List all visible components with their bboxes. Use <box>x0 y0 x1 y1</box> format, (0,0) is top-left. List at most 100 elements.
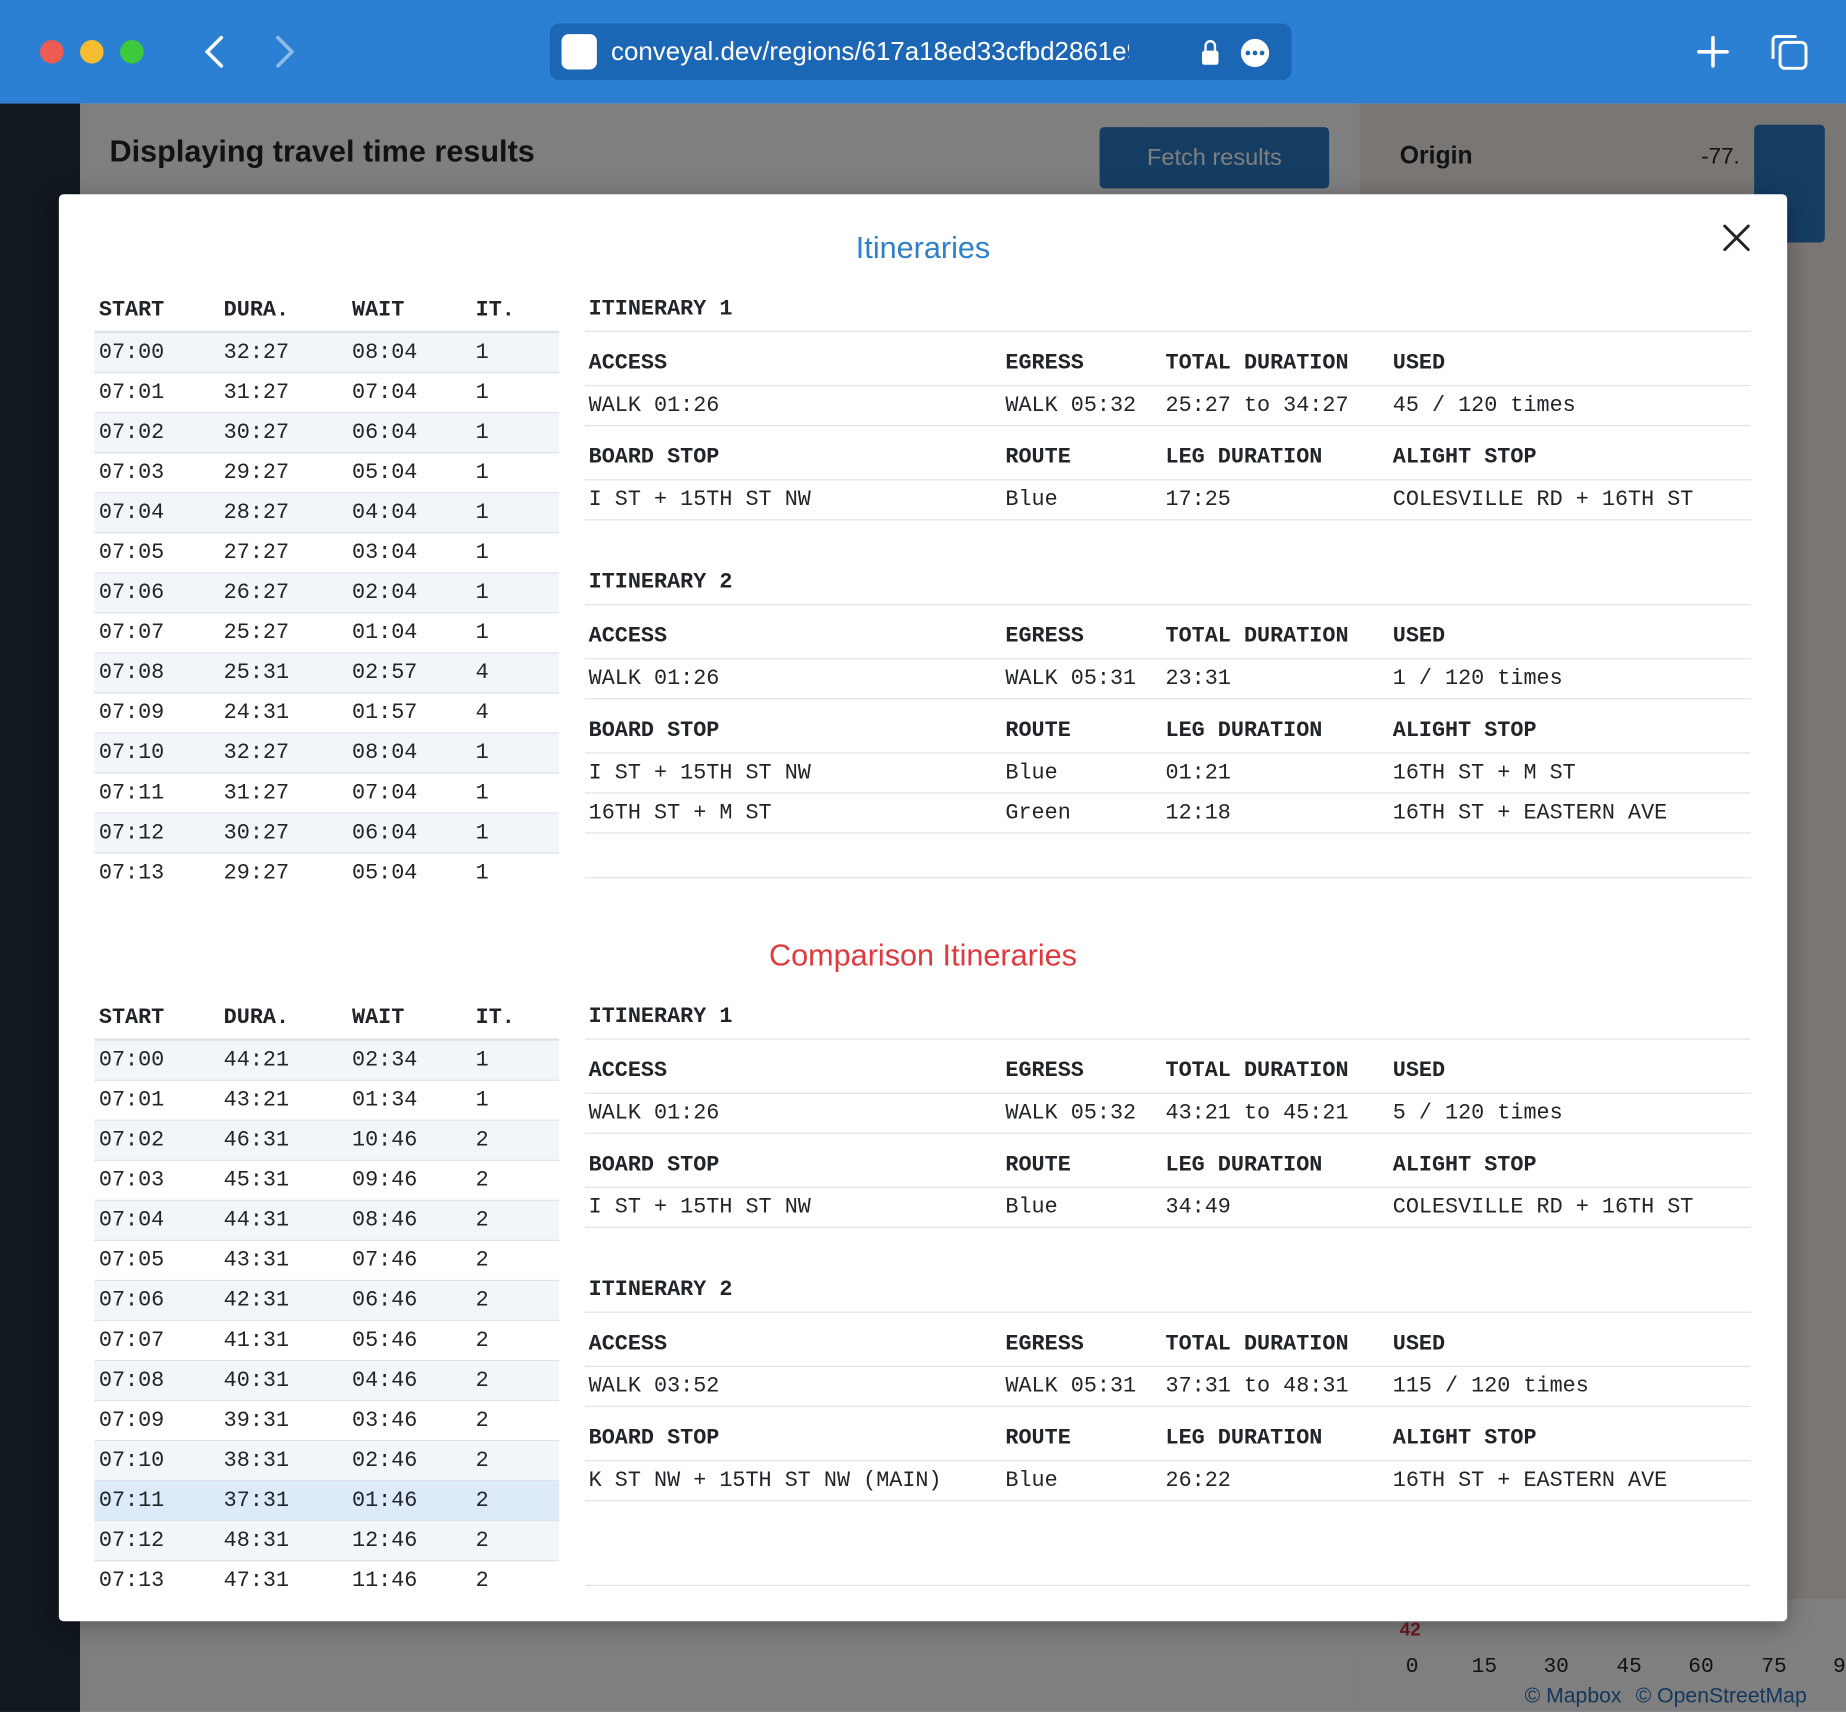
table-cell: 1 <box>475 500 489 526</box>
table-cell: 02:46 <box>352 1448 418 1473</box>
browser-toolbar: conveyal.dev/regions/617a18ed33cfbd2861e… <box>0 0 1846 104</box>
summary-cell: 1 / 120 times <box>1392 666 1563 692</box>
table-cell: 44:21 <box>223 1047 290 1073</box>
table-cell: 07:06 <box>98 1288 165 1313</box>
itinerary-title: ITINERARY 1 <box>585 996 1751 1040</box>
summary-row: WALK 01:26 WALK 05:31 23:31 1 / 120 times <box>585 659 1751 700</box>
table-cell: 46:31 <box>223 1127 290 1153</box>
table-cell: 01:34 <box>352 1087 418 1113</box>
table-cell: 07:09 <box>98 700 165 726</box>
column-header: TOTAL DURATION <box>1165 1331 1349 1357</box>
table-row[interactable]: 07:10 32:27 08:04 1 <box>94 733 560 774</box>
column-header: USED <box>1392 624 1446 649</box>
table-row[interactable]: 07:12 48:31 12:46 2 <box>94 1521 560 1562</box>
table-row[interactable]: 07:11 31:27 07:04 1 <box>94 774 560 814</box>
table-cell: 07:00 <box>98 340 165 365</box>
table-cell: 38:31 <box>223 1448 290 1473</box>
column-header: ALIGHT STOP <box>1392 445 1537 470</box>
table-cell: 42:31 <box>223 1288 290 1313</box>
leg-cell: Blue <box>1005 760 1058 786</box>
url: conveyal.dev/regions/617a18ed33cfbd2861e… <box>611 36 1130 66</box>
table-row[interactable]: 07:08 40:31 04:46 2 <box>94 1361 560 1402</box>
table-cell: 43:21 <box>223 1087 290 1113</box>
table-cell: 45:31 <box>223 1167 290 1193</box>
table-row[interactable]: 07:05 27:27 03:04 1 <box>94 533 560 574</box>
table-row[interactable]: 07:02 46:31 10:46 2 <box>94 1120 560 1161</box>
column-header: EGRESS <box>1005 1058 1084 1084</box>
column-header: LEG DURATION <box>1165 445 1323 470</box>
table-cell: 07:06 <box>98 580 165 606</box>
column-header: ALIGHT STOP <box>1392 1425 1537 1451</box>
table-row[interactable]: 07:05 43:31 07:46 2 <box>94 1241 560 1282</box>
table-row[interactable]: 07:10 38:31 02:46 2 <box>94 1441 560 1482</box>
summary-cell: 23:31 <box>1165 666 1231 692</box>
table-row[interactable]: 07:02 30:27 06:04 1 <box>94 413 560 454</box>
table-row[interactable]: 07:06 42:31 06:46 2 <box>94 1281 560 1322</box>
column-header: WAIT <box>352 1004 405 1030</box>
leg-row: 16TH ST + M ST Green 12:18 16TH ST + EASTER… <box>585 794 1751 834</box>
table-row[interactable]: 07:07 25:27 01:04 1 <box>94 613 560 654</box>
table-row[interactable]: 07:03 45:31 09:46 2 <box>94 1161 560 1201</box>
table-cell: 1 <box>475 1047 489 1073</box>
itinerary-title: ITINERARY 2 <box>585 562 1751 606</box>
table-row[interactable]: 07:09 24:31 01:57 4 <box>94 693 560 734</box>
table-row[interactable]: 07:01 43:21 01:34 1 <box>94 1081 560 1121</box>
table-cell: 4 <box>475 700 489 726</box>
table-cell: 07:05 <box>98 1248 165 1273</box>
table-cell: 32:27 <box>223 340 290 365</box>
table-row[interactable]: 07:00 32:27 08:04 1 <box>94 333 560 374</box>
table-cell: 07:11 <box>98 1488 165 1513</box>
address-bar[interactable]: conveyal.dev/regions/617a18ed33cfbd2861e… <box>549 23 1292 81</box>
close-window[interactable] <box>40 40 64 64</box>
toolbar-icons[interactable] <box>1695 33 1813 73</box>
table-cell: 08:04 <box>352 340 418 365</box>
column-header: BOARD STOP <box>588 445 720 470</box>
table-row[interactable]: 07:04 28:27 04:04 1 <box>94 493 560 534</box>
table-cell: 02:34 <box>352 1047 418 1073</box>
table-cell: 05:04 <box>352 860 418 880</box>
table-cell: 07:00 <box>98 1047 165 1073</box>
table-row[interactable]: 07:13 47:31 11:46 2 <box>94 1561 559 1587</box>
table-cell: 43:31 <box>223 1248 290 1273</box>
table-cell: 07:04 <box>352 780 418 806</box>
table-row[interactable]: 07:06 26:27 02:04 1 <box>94 573 560 614</box>
minimize-window[interactable] <box>80 40 104 64</box>
summary-cell: WALK 05:31 <box>1005 1374 1137 1399</box>
itinerary-title: ITINERARY 2 <box>585 1269 1751 1313</box>
section: Itineraries START DURA. WAIT IT. 07:00 32:27 08… <box>59 218 1787 913</box>
table-row[interactable]: 07:00 44:21 02:34 1 <box>94 1040 560 1081</box>
table-cell: 07:12 <box>98 1528 165 1553</box>
table-row[interactable]: 07:11 37:31 01:46 2 <box>94 1481 560 1522</box>
table-row[interactable]: 07:03 29:27 05:04 1 <box>94 453 560 494</box>
table-cell: 05:46 <box>352 1328 418 1353</box>
table-row[interactable]: 07:13 29:27 05:04 1 <box>94 854 559 880</box>
leg-cell: 16TH ST + M ST <box>1392 760 1576 786</box>
column-header: DURA. <box>223 297 290 323</box>
column-header: ACCESS <box>588 350 668 376</box>
table-row[interactable]: 07:08 25:31 02:57 4 <box>94 653 560 694</box>
nav-arrows[interactable] <box>198 33 304 71</box>
summary-row: WALK 01:26 WALK 05:32 43:21 to 45:21 5 / 12… <box>585 1094 1751 1134</box>
table-cell: 07:13 <box>98 860 165 880</box>
itinerary: ITINERARY 1 ACCESS EGRESS TOTAL DURATION USE… <box>585 288 1751 521</box>
column-header: IT. <box>475 1004 515 1030</box>
column-header: IT. <box>475 297 515 323</box>
table-row[interactable]: 07:09 39:31 03:46 2 <box>94 1401 560 1442</box>
close-button[interactable] <box>1719 220 1754 255</box>
column-header: WAIT <box>352 297 405 323</box>
table-row[interactable]: 07:12 30:27 06:04 1 <box>94 813 560 854</box>
column-header: ACCESS <box>588 624 668 649</box>
leg-cell: COLESVILLE RD + 16TH ST <box>1392 1195 1694 1220</box>
table-cell: 06:46 <box>352 1288 418 1313</box>
table-cell: 07:09 <box>98 1408 165 1433</box>
table-row[interactable]: 07:01 31:27 07:04 1 <box>94 373 560 414</box>
table-body: 07:00 44:21 02:34 1 07:01 43:21 01:34 1 07:02 46:… <box>94 1040 560 1587</box>
itinerary: ITINERARY 1 ACCESS EGRESS TOTAL DURATION USE… <box>585 996 1751 1229</box>
zoom-window[interactable] <box>120 40 144 64</box>
table-row[interactable]: 07:04 44:31 08:46 2 <box>94 1200 560 1241</box>
table-cell: 07:01 <box>98 1087 165 1113</box>
table-row[interactable]: 07:07 41:31 05:46 2 <box>94 1321 560 1362</box>
table-cell: 2 <box>475 1488 489 1513</box>
table-cell: 41:31 <box>223 1328 290 1353</box>
